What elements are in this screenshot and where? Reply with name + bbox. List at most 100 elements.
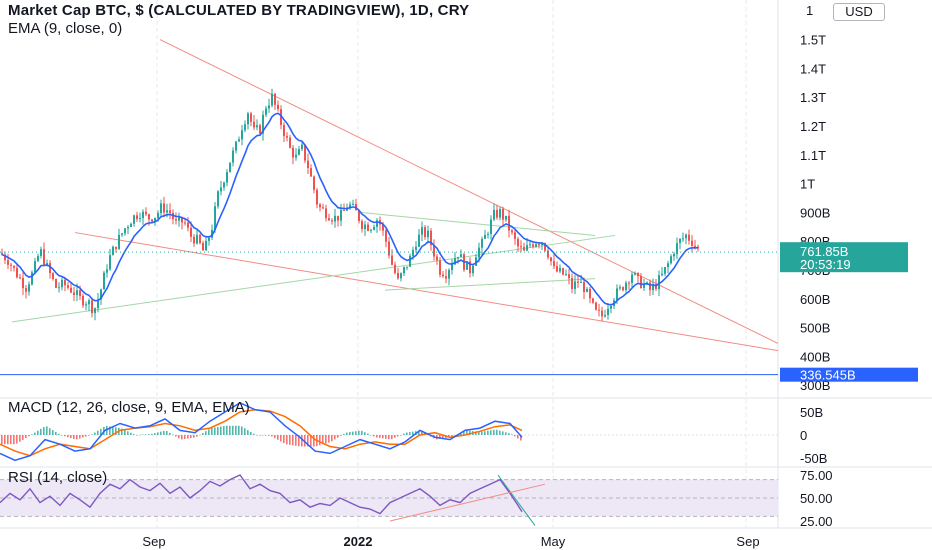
macd-histogram-bar: [295, 435, 297, 446]
candle-down: [193, 236, 195, 244]
candle-down: [289, 137, 291, 148]
macd-histogram-bar: [25, 435, 27, 439]
candle-down: [691, 240, 693, 246]
macd-histogram-bar: [277, 435, 279, 440]
macd-histogram-bar: [499, 430, 501, 435]
candle-down: [184, 222, 186, 224]
candle-up: [481, 238, 483, 248]
macd-histogram-bar: [73, 435, 75, 439]
time-tick-label: Sep: [736, 534, 759, 549]
rsi-legend[interactable]: RSI (14, close): [8, 469, 108, 486]
ema-legend[interactable]: EMA (9, close, 0): [8, 20, 123, 37]
macd-histogram-bar: [268, 435, 270, 436]
candle-up: [541, 243, 543, 246]
candle-down: [601, 310, 603, 317]
candle-down: [511, 230, 513, 233]
price-tick-label: 300B: [800, 378, 830, 393]
macd-histogram-bar: [286, 435, 288, 445]
candle-up: [85, 304, 87, 306]
macd-histogram-bar: [397, 435, 399, 437]
candle-down: [430, 230, 432, 246]
candle-up: [61, 279, 63, 288]
candle-up: [28, 284, 30, 292]
candle-up: [271, 93, 273, 106]
macd-histogram-bar: [238, 425, 240, 435]
macd-histogram-bar: [232, 425, 234, 435]
macd-histogram-bar: [229, 425, 231, 435]
macd-histogram-bar: [226, 425, 228, 435]
candle-up: [376, 220, 378, 227]
candle-up: [37, 256, 39, 262]
candle-down: [181, 217, 183, 223]
macd-line: [0, 401, 523, 462]
macd-histogram-bar: [247, 430, 249, 435]
candle-up: [616, 288, 618, 301]
macd-histogram-bar: [298, 435, 300, 447]
candle-up: [451, 264, 453, 271]
candle-down: [277, 104, 279, 110]
rsi-tick-label: 75.00: [800, 468, 833, 483]
candle-up: [238, 139, 240, 142]
macd-legend[interactable]: MACD (12, 26, close, 9, EMA, EMA): [8, 399, 250, 416]
candle-down: [187, 222, 189, 228]
candle-down: [433, 245, 435, 257]
macd-histogram-bar: [61, 435, 63, 436]
macd-histogram-bar: [31, 434, 33, 435]
macd-histogram-bar: [46, 426, 48, 435]
macd-histogram-bar: [124, 429, 126, 435]
macd-histogram-bar: [67, 435, 69, 438]
candle-down: [550, 257, 552, 262]
currency-button[interactable]: USD: [833, 3, 885, 21]
macd-histogram-bar: [172, 434, 174, 436]
price-tick-label: 600B: [800, 292, 830, 307]
macd-histogram-bar: [331, 435, 333, 442]
macd-histogram-bar: [223, 426, 225, 435]
candle-up: [682, 238, 684, 240]
macd-histogram-bar: [154, 433, 156, 435]
macd-histogram-bar: [280, 435, 282, 442]
macd-histogram-bar: [97, 430, 99, 435]
macd-histogram-bar: [310, 435, 312, 447]
candle-up: [667, 263, 669, 268]
macd-histogram-bar: [496, 429, 498, 435]
candle-up: [133, 215, 135, 224]
candle-down: [307, 160, 309, 169]
macd-histogram-bar: [376, 435, 378, 438]
scale-label-top: 1: [806, 3, 814, 18]
macd-histogram-bar: [7, 435, 9, 445]
candle-down: [694, 245, 696, 247]
macd-histogram-bar: [163, 430, 165, 435]
chart-title: Market Cap BTC, $ (CALCULATED BY TRADING…: [8, 2, 470, 19]
macd-signal-line: [0, 408, 523, 457]
candle-down: [82, 295, 84, 306]
candle-up: [673, 253, 675, 257]
macd-histogram-bar: [514, 435, 516, 437]
candle-down: [439, 260, 441, 275]
macd-histogram-bar: [292, 435, 294, 446]
candle-down: [7, 260, 9, 265]
candle-up: [610, 305, 612, 309]
macd-histogram-bar: [343, 433, 345, 435]
macd-histogram-bar: [265, 435, 267, 436]
candle-down: [253, 121, 255, 128]
macd-histogram-bar: [439, 435, 441, 439]
candle-down: [391, 255, 393, 265]
horizontal-line-tag: [780, 367, 918, 382]
candle-down: [190, 227, 192, 237]
candle-up: [103, 272, 105, 290]
candle-down: [331, 220, 333, 222]
candle-down: [358, 210, 360, 222]
macd-histogram-bar: [244, 428, 246, 435]
candle-up: [214, 206, 216, 230]
macd-histogram-bar: [271, 435, 273, 437]
candle-up: [676, 243, 678, 254]
candle-down: [595, 302, 597, 310]
candle-down: [16, 267, 18, 278]
macd-histogram-bar: [187, 435, 189, 439]
macd-histogram-bar: [349, 432, 351, 435]
candle-up: [658, 275, 660, 290]
candle-up: [607, 308, 609, 315]
macd-histogram-bar: [403, 433, 405, 435]
candle-up: [466, 261, 468, 270]
